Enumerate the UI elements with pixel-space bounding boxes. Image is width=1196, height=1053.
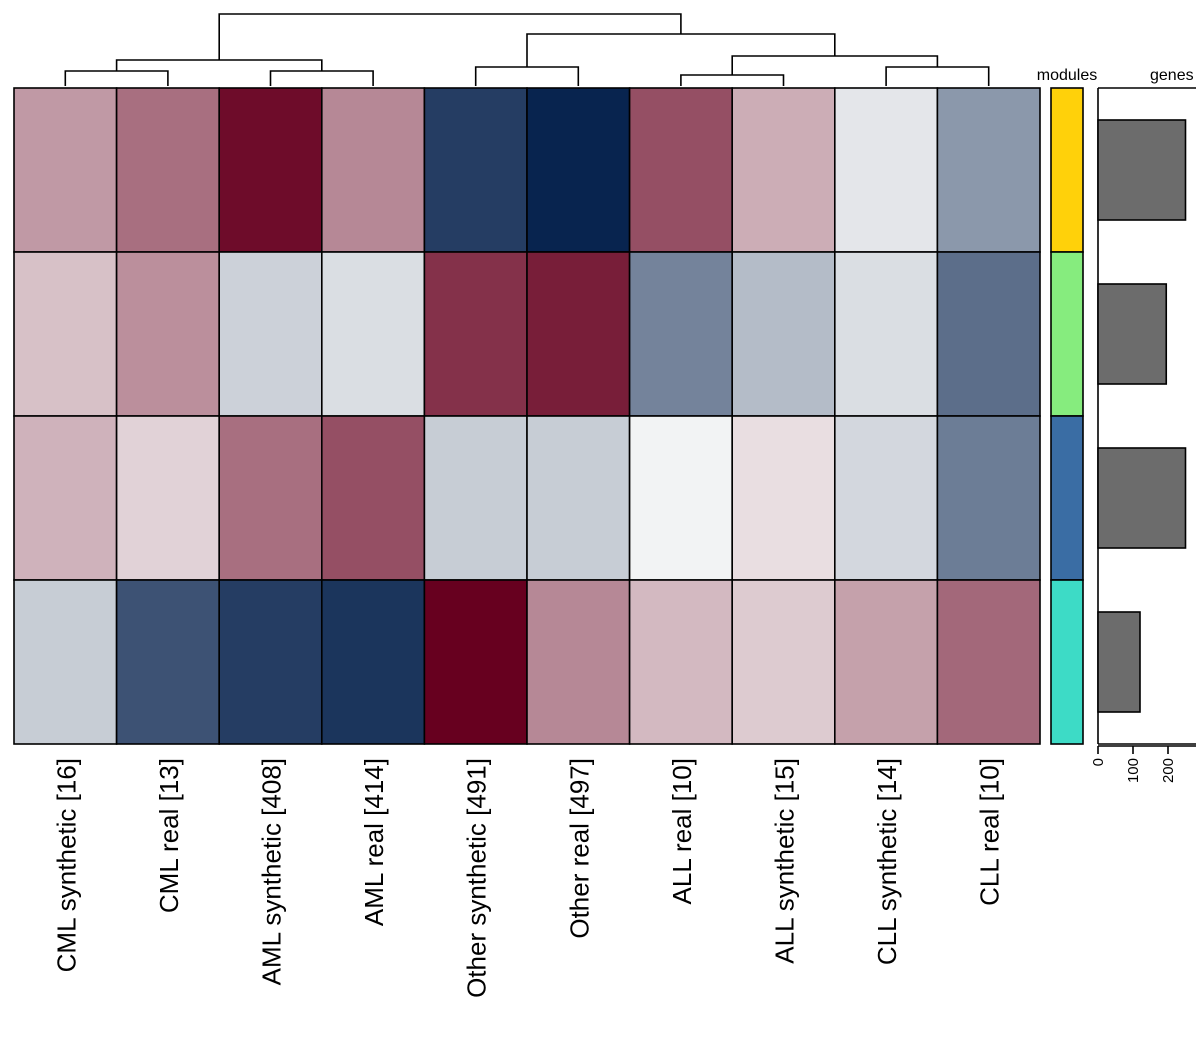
dendrogram-link-all xyxy=(680,74,785,86)
dendrogram-link-cml xyxy=(64,70,169,86)
column-label-4: AML real [414] xyxy=(359,758,389,926)
heatmap-cell-r4-c1 xyxy=(13,579,118,745)
heatmap-cell-r4-c2 xyxy=(115,579,220,745)
heatmap-cell-r2-c8 xyxy=(731,251,836,417)
heatmap-cell-r3-c5 xyxy=(423,415,528,581)
dendrogram-link-cml-aml xyxy=(115,59,323,71)
bar-axis-tick-label: 0 xyxy=(1090,758,1107,766)
heatmap-cell-r2-c5 xyxy=(423,251,528,417)
dendrogram-link-aml xyxy=(269,70,374,86)
column-label-10: CLL real [10] xyxy=(975,758,1005,906)
dendrogram-link-other xyxy=(474,66,580,86)
heatmap-cell-r1-c9 xyxy=(833,87,939,253)
heatmap-cell-r3-c8 xyxy=(731,415,836,581)
heatmap-cell-r1-c6 xyxy=(526,87,631,253)
column-dendrogram xyxy=(64,13,990,86)
heatmap-cell-r1-c4 xyxy=(320,87,426,253)
heatmap-cell-r3-c9 xyxy=(833,415,939,581)
heatmap-cell-r2-c3 xyxy=(218,251,323,417)
heatmap-cell-r4-c4 xyxy=(320,579,426,745)
genes-bar-2 xyxy=(1097,283,1168,385)
heatmap-cell-r2-c7 xyxy=(628,251,733,417)
heatmap-cell-r4-c8 xyxy=(731,579,836,745)
column-label-9: CLL synthetic [14] xyxy=(872,758,902,965)
dendrogram-link-all-cll xyxy=(731,55,939,75)
modules-annotation: modules xyxy=(1037,67,1097,745)
heatmap-cell-r1-c10 xyxy=(936,87,1041,253)
heatmap-cell-r2-c6 xyxy=(526,251,631,417)
dendrogram-link-root xyxy=(218,13,682,60)
column-label-7: ALL real [10] xyxy=(667,758,697,904)
genes-barplot: genes 0 100 200 xyxy=(1090,67,1196,783)
genes-bar-1 xyxy=(1097,119,1187,221)
genes-bar-3 xyxy=(1097,447,1187,549)
heatmap-cell-r4-c6 xyxy=(526,579,631,745)
heatmap-cell-r2-c9 xyxy=(833,251,939,417)
heatmap-cell-r3-c7 xyxy=(628,415,733,581)
heatmap-cell-r3-c10 xyxy=(936,415,1041,581)
heatmap-cell-r1-c1 xyxy=(13,87,118,253)
heatmap-cell-r3-c1 xyxy=(13,415,118,581)
column-label-6: Other real [497] xyxy=(564,758,594,939)
heatmap-cells xyxy=(13,87,1041,745)
column-label-5: Other synthetic [491] xyxy=(462,758,492,998)
module-swatch-4 xyxy=(1050,579,1084,745)
column-label-3: AML synthetic [408] xyxy=(257,758,287,985)
heatmap-cell-r3-c4 xyxy=(320,415,426,581)
module-swatch-1 xyxy=(1050,87,1084,253)
heatmap-cell-r3-c3 xyxy=(218,415,323,581)
heatmap-cell-r3-c6 xyxy=(526,415,631,581)
module-swatch-3 xyxy=(1050,415,1084,581)
heatmap-cell-r4-c9 xyxy=(833,579,939,745)
genes-bar-4 xyxy=(1097,611,1141,713)
heatmap-cell-r4-c3 xyxy=(218,579,323,745)
bar-axis-tick-label: 200 xyxy=(1160,758,1177,783)
heatmap-cell-r1-c2 xyxy=(115,87,220,253)
heatmap-cell-r2-c10 xyxy=(936,251,1041,417)
column-labels: CML synthetic [16] CML real [13] AML synth… xyxy=(51,758,1004,998)
column-label-8: ALL synthetic [15] xyxy=(770,758,800,964)
dendrogram-link-cll xyxy=(885,66,990,86)
heatmap-cell-r2-c2 xyxy=(115,251,220,417)
heatmap-cell-r4-c7 xyxy=(628,579,733,745)
heatmap-cell-r4-c10 xyxy=(936,579,1041,745)
column-label-2: CML real [13] xyxy=(154,758,184,913)
heatmap-cell-r2-c4 xyxy=(320,251,426,417)
dendrogram-link-other-all-cll xyxy=(526,33,836,67)
heatmap-cell-r1-c8 xyxy=(731,87,836,253)
genes-title: genes xyxy=(1150,67,1194,84)
heatmap-cell-r1-c5 xyxy=(423,87,528,253)
heatmap-cell-r1-c3 xyxy=(218,87,323,253)
heatmap-cell-r1-c7 xyxy=(628,87,733,253)
column-label-1: CML synthetic [16] xyxy=(51,758,81,972)
bar-axis-tick-label: 100 xyxy=(1125,758,1142,783)
heatmap-cell-r4-c5 xyxy=(423,579,528,745)
heatmap-cell-r3-c2 xyxy=(115,415,220,581)
module-swatch-2 xyxy=(1050,251,1084,417)
heatmap-cell-r2-c1 xyxy=(13,251,118,417)
modules-title: modules xyxy=(1037,67,1097,84)
